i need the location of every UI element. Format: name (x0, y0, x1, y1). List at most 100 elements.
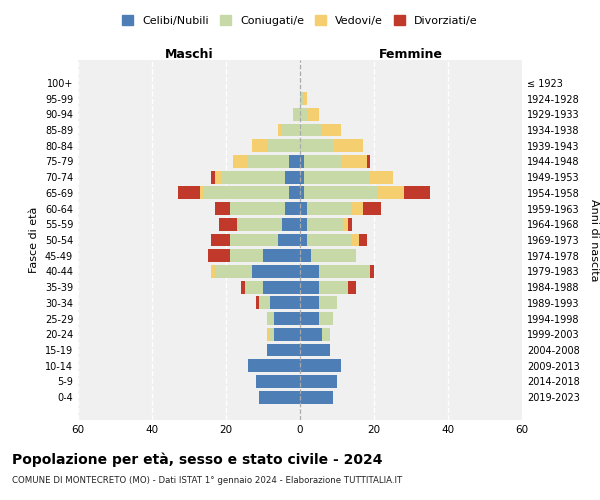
Bar (215, 202, 230, 215)
Y-axis label: Anni di nascita: Anni di nascita (589, 198, 599, 281)
Bar (348, 218, 352, 230)
Bar (266, 139, 300, 152)
Bar (300, 124, 322, 136)
Bar (278, 234, 300, 246)
Bar (230, 250, 263, 262)
Bar (218, 218, 237, 230)
Bar (367, 155, 370, 168)
Bar (300, 344, 329, 356)
Bar (259, 296, 271, 310)
Text: Maschi: Maschi (164, 48, 214, 61)
Bar (348, 280, 355, 293)
Text: Femmine: Femmine (379, 48, 443, 61)
Text: Popolazione per età, sesso e stato civile - 2024: Popolazione per età, sesso e stato civil… (12, 452, 383, 467)
Bar (378, 186, 404, 200)
Bar (307, 108, 319, 120)
Bar (319, 280, 348, 293)
Bar (293, 108, 300, 120)
Bar (233, 155, 248, 168)
Bar (256, 296, 259, 310)
Bar (322, 124, 341, 136)
Bar (319, 296, 337, 310)
Text: COMUNE DI MONTECRETO (MO) - Dati ISTAT 1° gennaio 2024 - Elaborazione TUTTITALIA: COMUNE DI MONTECRETO (MO) - Dati ISTAT 1… (12, 476, 402, 485)
Bar (248, 360, 300, 372)
Bar (300, 234, 307, 246)
Bar (300, 218, 307, 230)
Bar (211, 265, 215, 278)
Bar (404, 186, 430, 200)
Bar (319, 312, 334, 325)
Bar (211, 170, 215, 183)
Bar (266, 344, 300, 356)
Bar (300, 250, 311, 262)
Bar (307, 202, 352, 215)
Bar (215, 265, 252, 278)
Bar (289, 186, 300, 200)
Bar (263, 280, 300, 293)
Bar (300, 155, 304, 168)
Y-axis label: Fasce di età: Fasce di età (29, 207, 39, 273)
Bar (300, 390, 334, 404)
Bar (300, 265, 319, 278)
Bar (281, 124, 300, 136)
Bar (259, 390, 300, 404)
Bar (359, 234, 367, 246)
Bar (300, 139, 334, 152)
Bar (334, 139, 363, 152)
Bar (352, 202, 363, 215)
Bar (307, 218, 344, 230)
Bar (300, 375, 337, 388)
Bar (178, 186, 200, 200)
Bar (252, 139, 266, 152)
Bar (300, 170, 304, 183)
Bar (237, 218, 281, 230)
Bar (204, 186, 289, 200)
Bar (300, 296, 319, 310)
Bar (300, 202, 307, 215)
Bar (285, 170, 300, 183)
Bar (341, 155, 367, 168)
Bar (200, 186, 204, 200)
Bar (307, 234, 352, 246)
Bar (363, 202, 382, 215)
Bar (300, 92, 304, 105)
Bar (267, 312, 274, 325)
Bar (344, 218, 348, 230)
Bar (304, 155, 341, 168)
Bar (300, 328, 322, 341)
Bar (304, 186, 378, 200)
Bar (274, 312, 300, 325)
Bar (300, 108, 307, 120)
Bar (271, 328, 274, 341)
Bar (222, 170, 285, 183)
Bar (370, 170, 392, 183)
Bar (281, 218, 300, 230)
Bar (256, 375, 300, 388)
Bar (285, 202, 300, 215)
Bar (263, 250, 300, 262)
Bar (271, 296, 300, 310)
Bar (215, 170, 223, 183)
Bar (266, 328, 271, 341)
Bar (208, 250, 230, 262)
Legend: Celibi/Nubili, Coniugati/e, Vedovi/e, Divorziati/e: Celibi/Nubili, Coniugati/e, Vedovi/e, Di… (118, 10, 482, 30)
Bar (300, 280, 319, 293)
Bar (300, 312, 319, 325)
Bar (248, 155, 289, 168)
Bar (304, 170, 370, 183)
Bar (230, 202, 285, 215)
Bar (289, 155, 300, 168)
Bar (211, 234, 230, 246)
Bar (304, 92, 307, 105)
Bar (278, 124, 281, 136)
Bar (241, 280, 245, 293)
Bar (352, 234, 359, 246)
Bar (274, 328, 300, 341)
Bar (252, 265, 300, 278)
Bar (319, 265, 370, 278)
Bar (322, 328, 329, 341)
Bar (370, 265, 374, 278)
Bar (311, 250, 355, 262)
Bar (300, 186, 304, 200)
Bar (245, 280, 263, 293)
